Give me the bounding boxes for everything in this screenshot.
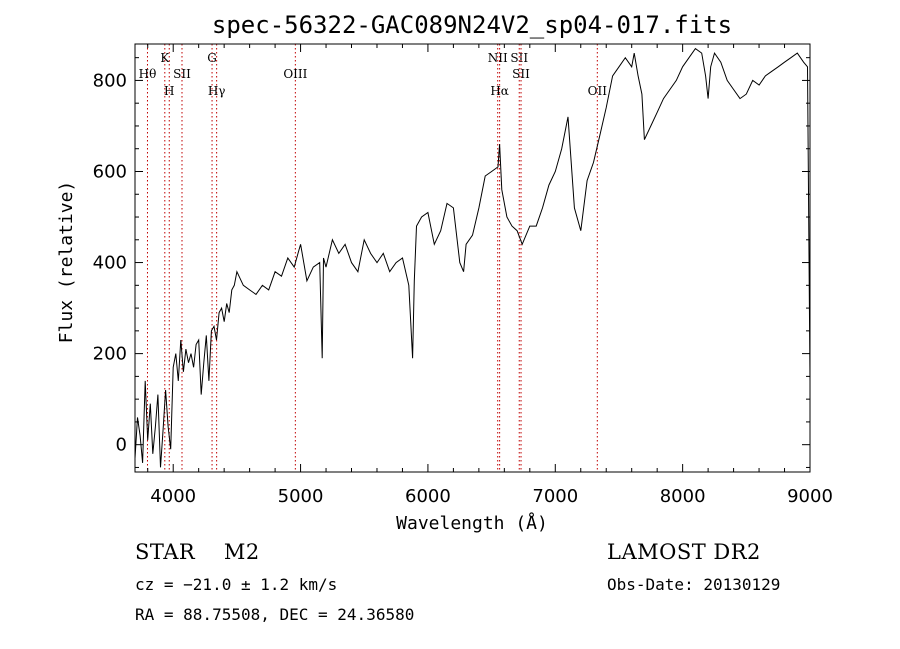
survey-name: LAMOST DR2 xyxy=(607,540,761,564)
spectrum-series-layer xyxy=(134,47,811,468)
y-tick-label-4: 800 xyxy=(93,70,127,91)
redshift-velocity: cz = −21.0 ± 1.2 km/s xyxy=(135,575,338,594)
x-tick-label-2: 6000 xyxy=(405,486,451,507)
chart-title: spec-56322-GAC089N24V2_sp04-017.fits xyxy=(212,11,732,39)
obs-date: Obs-Date: 20130129 xyxy=(607,575,781,594)
y-axis-ticks: 0 200 400 600 800 xyxy=(93,57,810,468)
spectral-line-label-11: OII xyxy=(588,84,608,98)
spectral-line-label-9: SII xyxy=(510,51,528,65)
y-tick-label-2: 400 xyxy=(93,253,127,274)
x-tick-label-1: 5000 xyxy=(278,486,324,507)
x-axis-label: Wavelength (Å) xyxy=(396,512,548,534)
spectral-line-label-8: Hα xyxy=(490,84,509,98)
y-axis-label: Flux (relative) xyxy=(56,181,77,344)
y-tick-label-1: 200 xyxy=(93,344,127,365)
x-tick-label-4: 8000 xyxy=(660,486,706,507)
spectral-line-label-0: Hθ xyxy=(139,67,157,81)
spectral-line-label-4: G xyxy=(207,51,217,65)
x-axis-ticks: 4000 5000 6000 7000 8000 9000 xyxy=(147,44,833,507)
y-tick-label-0: 0 xyxy=(116,435,127,456)
plot-frame xyxy=(134,43,811,473)
x-tick-label-0: 4000 xyxy=(150,486,196,507)
x-tick-label-5: 9000 xyxy=(787,486,833,507)
x-tick-label-3: 7000 xyxy=(532,486,578,507)
spectral-line-label-2: H xyxy=(164,84,174,98)
y-tick-label-3: 600 xyxy=(93,161,127,182)
spectral-line-label-7: NII xyxy=(488,51,508,65)
spectral-line-label-1: K xyxy=(160,51,170,65)
spectral-line-label-10: SII xyxy=(512,67,530,81)
spectral-line-label-5: Hγ xyxy=(208,84,226,98)
spectral-line-label-3: SII xyxy=(173,67,191,81)
object-class: STAR M2 xyxy=(135,540,260,564)
spectral-line-label-6: OIII xyxy=(283,67,307,81)
spectrum-line xyxy=(134,47,811,468)
coordinates: RA = 88.75508, DEC = 24.36580 xyxy=(135,605,415,624)
